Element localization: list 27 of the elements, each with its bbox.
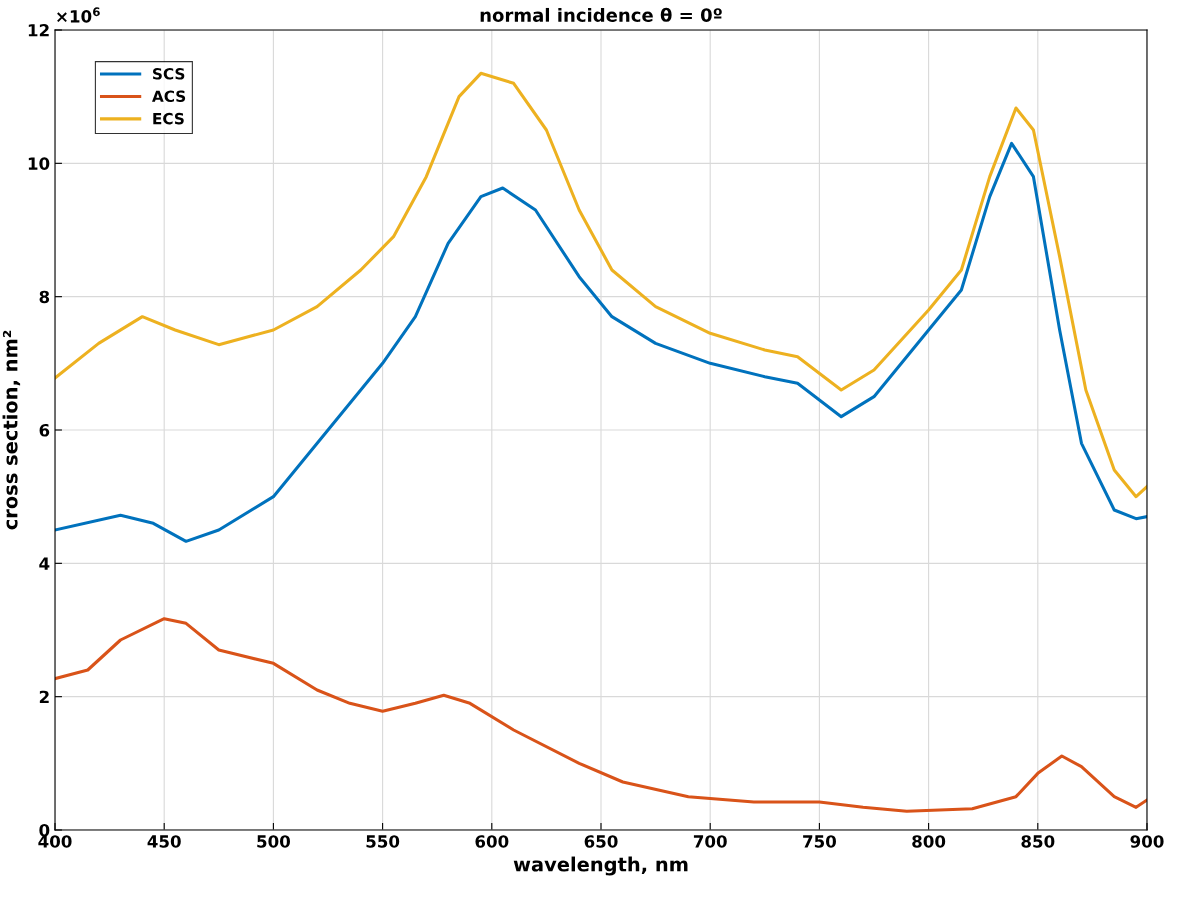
y-tick-label: 2	[39, 690, 49, 703]
y-tick-label: 12	[28, 23, 49, 37]
y-tick-label: 8	[39, 290, 50, 304]
x-tick-label: 850	[1021, 835, 1055, 848]
x-tick-label: 400	[38, 835, 72, 848]
x-tick-label: 800	[912, 835, 946, 848]
x-tick-label: 600	[475, 835, 509, 848]
text: ×10$^{6}$	[57, 7, 100, 23]
line-series	[55, 617, 1147, 813]
x-tick-label: 650	[584, 835, 618, 848]
x-tick-label: 700	[693, 835, 727, 848]
y-axis-title: cross section, nm²	[2, 330, 21, 530]
x-axis-title: wavelength, nm	[513, 856, 688, 876]
y-tick-label: 4	[39, 557, 50, 570]
x-tick-label: 500	[257, 835, 290, 848]
x-tick-label: 450	[147, 835, 181, 848]
legend-label: SCS	[153, 68, 185, 80]
x-tick-label: 550	[366, 835, 400, 848]
legend-label: ACS	[152, 90, 186, 102]
x-tick-label: 750	[803, 835, 836, 848]
x-tick-label: 900	[1130, 835, 1164, 848]
y-tick-label: 0	[39, 823, 50, 837]
y-tick-label: 10	[28, 157, 50, 170]
legend-label: ECS	[153, 112, 184, 125]
line-series	[55, 141, 1147, 543]
y-tick-label: 6	[39, 423, 50, 437]
chart-title: normal incidence θ = 0º	[480, 7, 722, 22]
